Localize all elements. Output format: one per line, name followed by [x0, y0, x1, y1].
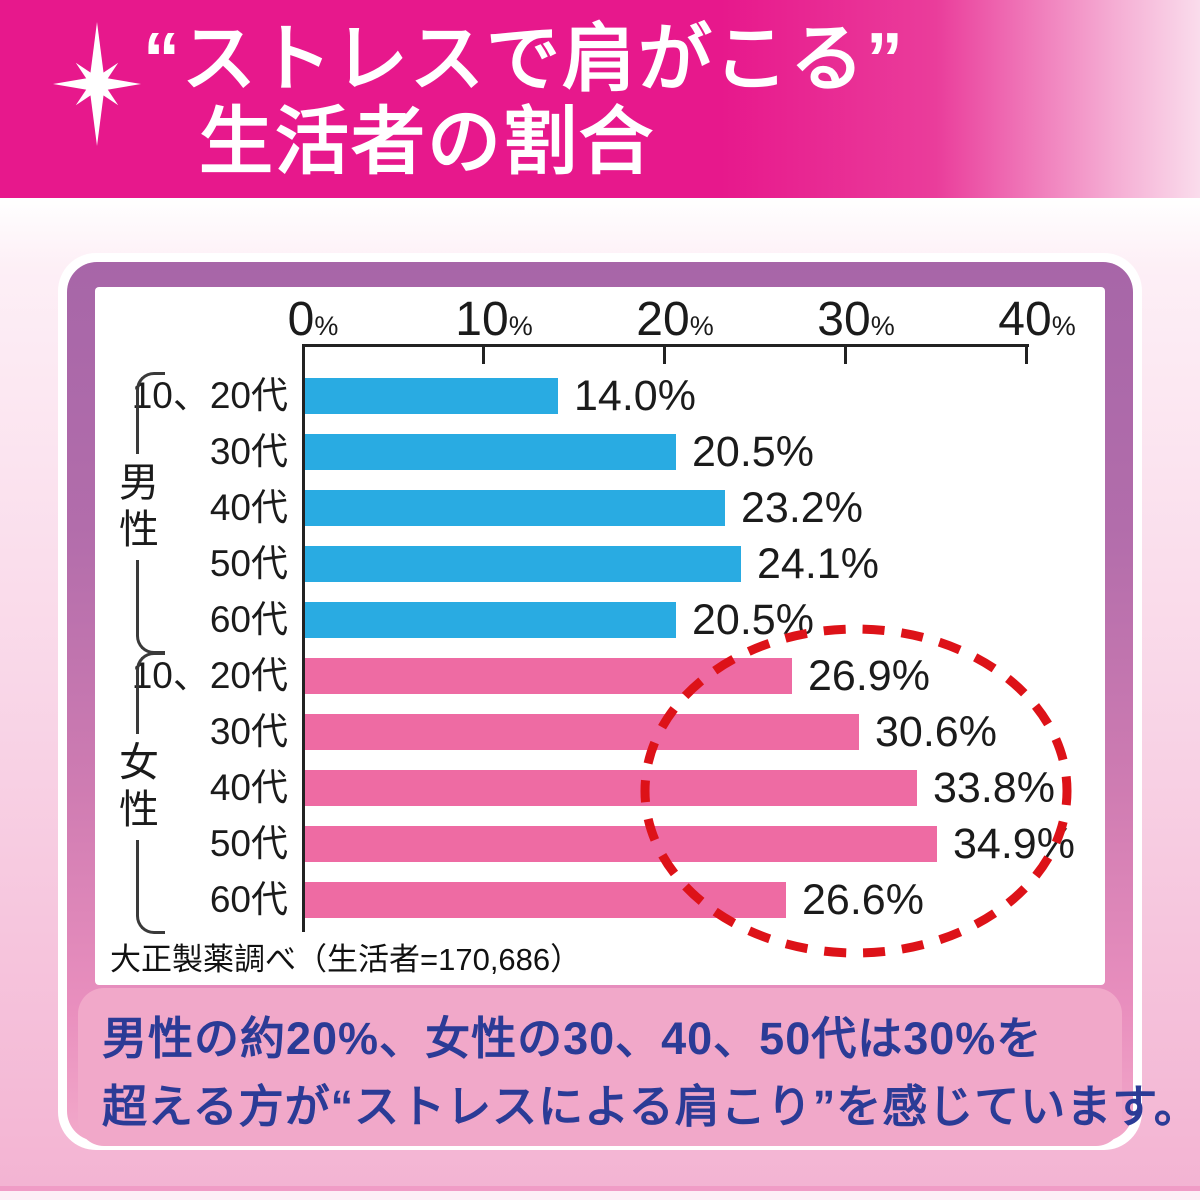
axis-tick-unit: % — [508, 311, 533, 341]
group-label-char: 性 — [119, 788, 159, 833]
page-title-line1: “ストレスで肩がこる” — [143, 17, 905, 100]
summary-box: 男性の約20%、女性の30、40、50代は30%を 超える方が“ストレスによる肩… — [78, 988, 1199, 1146]
axis-tick-unit: % — [689, 311, 714, 341]
category-label: 40代 — [209, 767, 288, 808]
category-label: 30代 — [209, 711, 288, 752]
axis-tick-number: 40 — [998, 293, 1052, 346]
sparkle-icon — [53, 22, 141, 146]
value-label: 26.9% — [808, 652, 930, 700]
y-axis-baseline — [302, 344, 305, 932]
axis-tick-number: 0 — [287, 293, 315, 346]
bar-female — [305, 714, 859, 750]
bar-female — [305, 658, 792, 694]
value-label: 33.8% — [933, 764, 1055, 812]
axis-tick-unit: % — [1051, 311, 1076, 341]
source-note: 大正製薬調べ（生活者=170,686） — [110, 942, 582, 977]
axis-tick-mark — [482, 344, 485, 364]
bar-female — [305, 882, 786, 918]
value-label: 24.1% — [757, 540, 879, 588]
axis-tick-number: 30 — [817, 293, 871, 346]
bar-male — [305, 378, 558, 414]
value-label: 14.0% — [574, 372, 696, 420]
header-banner: “ストレスで肩がこる” 生活者の割合 — [0, 0, 1200, 198]
group-label-char: 女 — [119, 741, 159, 785]
bar-female — [305, 826, 937, 862]
category-label: 10、20代 — [131, 655, 288, 696]
category-label: 50代 — [209, 543, 288, 584]
bar-male — [305, 490, 725, 526]
category-label: 60代 — [209, 599, 288, 640]
axis-tick-label: 10% — [455, 292, 532, 347]
category-label: 30代 — [209, 431, 288, 472]
group-label-male: 男性 — [116, 454, 162, 561]
bar-male — [305, 434, 676, 470]
next-section-gap — [0, 1191, 1200, 1200]
bar-male — [305, 602, 676, 638]
axis-tick-mark — [1025, 344, 1028, 364]
value-label: 23.2% — [741, 484, 863, 532]
bar-female — [305, 770, 917, 806]
axis-tick-mark — [844, 344, 847, 364]
summary-line2: 超える方が“ストレスによる肩こり”を感じています。 — [102, 1081, 1200, 1132]
axis-tick-number: 20 — [636, 293, 690, 346]
axis-tick-unit: % — [314, 311, 339, 341]
value-label: 20.5% — [692, 428, 814, 476]
group-label-char: 男 — [119, 461, 159, 505]
next-section-edge — [0, 1186, 1200, 1191]
axis-tick-mark — [663, 344, 666, 364]
group-label-char: 性 — [119, 508, 159, 553]
value-label: 26.6% — [802, 876, 924, 924]
category-label: 10、20代 — [131, 375, 288, 416]
value-label: 34.9% — [953, 820, 1075, 868]
group-label-female: 女性 — [116, 734, 162, 841]
bar-male — [305, 546, 741, 582]
axis-tick-unit: % — [870, 311, 895, 341]
value-label: 30.6% — [875, 708, 997, 756]
axis-tick-label: 40% — [998, 292, 1075, 347]
axis-tick-label: 30% — [817, 292, 894, 347]
axis-tick-label: 20% — [636, 292, 713, 347]
value-label: 20.5% — [692, 596, 814, 644]
category-label: 60代 — [209, 879, 288, 920]
category-label: 50代 — [209, 823, 288, 864]
axis-tick-label: 0% — [288, 292, 339, 347]
page-title: “ストレスで肩がこる” 生活者の割合 — [143, 17, 905, 184]
axis-tick-number: 10 — [455, 293, 509, 346]
page-title-line2: 生活者の割合 — [199, 99, 655, 183]
summary-line1: 男性の約20%、女性の30、40、50代は30%を — [102, 1013, 1043, 1064]
category-label: 40代 — [209, 487, 288, 528]
